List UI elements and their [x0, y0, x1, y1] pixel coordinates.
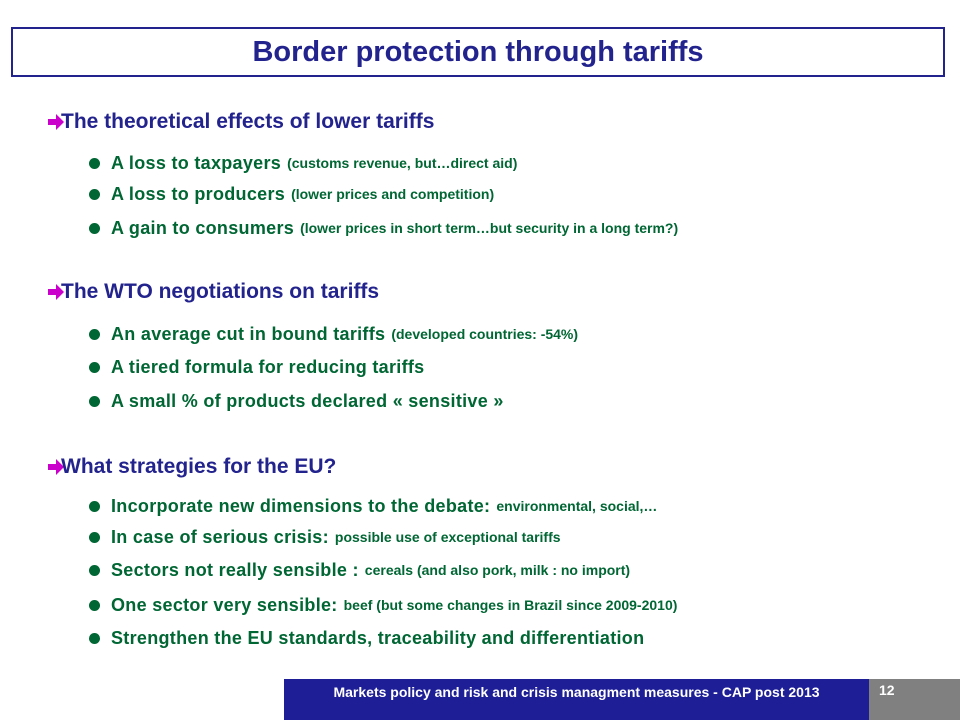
footer-text: Markets policy and risk and crisis manag… — [333, 683, 820, 700]
bullet-main-text: A loss to producers — [111, 183, 286, 204]
bullet-dot-icon — [89, 361, 100, 373]
bullet-dot-icon — [89, 500, 100, 512]
bullet-dot-icon — [89, 632, 100, 644]
arrow-right-icon — [48, 284, 64, 300]
bullet-dot-icon — [89, 222, 100, 234]
bullet-main-text: In case of serious crisis: — [111, 526, 329, 547]
bullet-sub-text: cereals (and also pork, milk : no import… — [364, 562, 631, 578]
bullet-sub-text: (customs revenue, but…direct aid) — [287, 155, 518, 171]
bullet-dot-icon — [89, 531, 100, 543]
bullet-main-text: One sector very sensible: — [111, 594, 338, 615]
bullet-dot-icon — [89, 395, 100, 407]
heading-text: What strategies for the EU? — [61, 455, 337, 478]
bullet-dot-icon — [89, 157, 100, 169]
bullet-item: In case of serious crisis: possible use … — [89, 524, 561, 550]
bullet-item: A gain to consumers (lower prices in sho… — [89, 215, 678, 241]
slide-title: Border protection through tariffs — [252, 35, 704, 68]
bullet-item: An average cut in bound tariffs (develop… — [89, 321, 578, 347]
bullet-sub-text: environmental, social,… — [496, 498, 658, 514]
bullet-main-text: Strengthen the EU standards, traceabilit… — [111, 627, 645, 648]
bullet-main-text: An average cut in bound tariffs — [111, 323, 386, 344]
bullet-sub-text: (lower prices and competition) — [291, 186, 495, 202]
bullet-dot-icon — [89, 564, 100, 576]
bullet-dot-icon — [89, 328, 100, 340]
bullet-item: A small % of products declared « sensiti… — [89, 388, 510, 414]
bullet-sub-text: (lower prices in short term…but security… — [300, 220, 679, 236]
bullet-dot-icon — [89, 599, 100, 611]
bullet-item: One sector very sensible: beef (but some… — [89, 592, 677, 618]
bullet-main-text: A gain to consumers — [111, 217, 295, 238]
bullet-sub-text: possible use of exceptional tariffs — [334, 529, 561, 545]
bullet-main-text: A small % of products declared « sensiti… — [111, 390, 504, 411]
bullet-main-text: Incorporate new dimensions to the debate… — [111, 495, 491, 516]
bullet-item: Incorporate new dimensions to the debate… — [89, 493, 657, 519]
bullet-dot-icon — [89, 188, 100, 200]
bullet-item: A loss to producers (lower prices and co… — [89, 181, 494, 207]
bullet-main-text: Sectors not really sensible : — [111, 559, 359, 580]
bullet-main-text: A tiered formula for reducing tariffs — [111, 356, 425, 377]
section-theoretical-effects: The theoretical effects of lower tariffs — [47, 107, 434, 137]
heading-text: The theoretical effects of lower tariffs — [61, 110, 435, 133]
section-wto-negotiations: The WTO negotiations on tariffs — [47, 277, 379, 307]
section-eu-strategies: What strategies for the EU? — [47, 452, 336, 482]
arrow-right-icon — [48, 459, 64, 475]
bullet-main-text: A loss to taxpayers — [111, 152, 282, 173]
bullet-item: A tiered formula for reducing tariffs — [89, 354, 430, 380]
heading-text: The WTO negotiations on tariffs — [61, 280, 380, 303]
arrow-right-icon — [48, 114, 64, 130]
bullet-sub-text: (developed countries: -54%) — [391, 326, 579, 342]
section-heading: The theoretical effects of lower tariffs — [47, 107, 434, 137]
section-heading: The WTO negotiations on tariffs — [47, 277, 379, 307]
page-number-box: 12 — [869, 679, 960, 720]
bullet-item: Sectors not really sensible : cereals (a… — [89, 557, 630, 583]
page-number: 12 — [879, 682, 895, 698]
bullet-sub-text: beef (but some changes in Brazil since 2… — [343, 597, 678, 613]
footer-bar: Markets policy and risk and crisis manag… — [284, 679, 869, 720]
bullet-item: A loss to taxpayers (customs revenue, bu… — [89, 150, 517, 176]
section-heading: What strategies for the EU? — [47, 452, 336, 482]
bullet-item: Strengthen the EU standards, traceabilit… — [89, 625, 650, 651]
title-box: Border protection through tariffs — [11, 27, 945, 77]
